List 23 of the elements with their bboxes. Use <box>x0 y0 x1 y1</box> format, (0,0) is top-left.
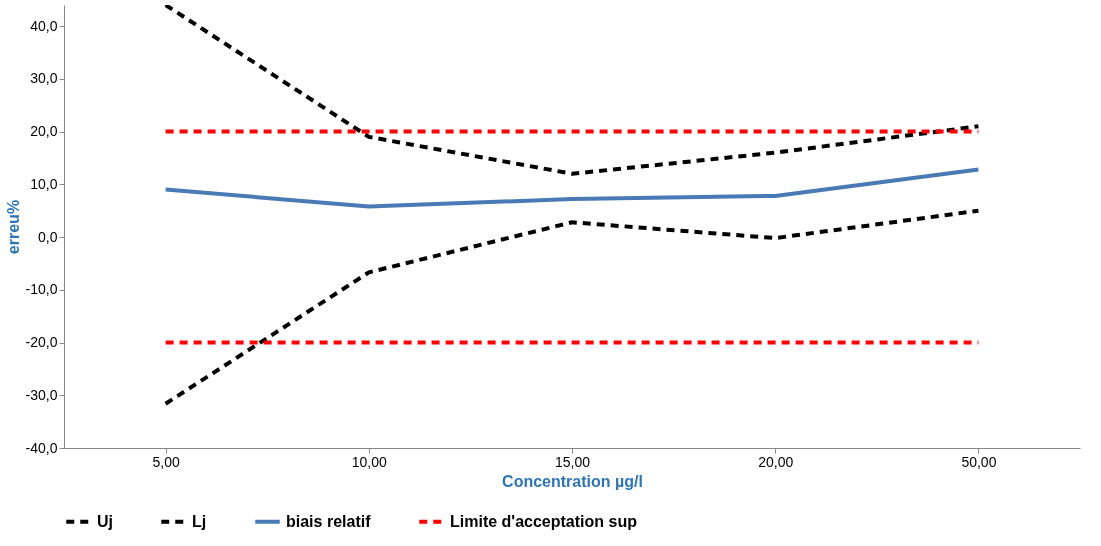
legend-label: Limite d'acceptation sup <box>450 512 638 530</box>
line-series <box>163 167 981 209</box>
x-axis-title: Concentration µg/l <box>502 472 643 490</box>
y-tick-label: 30,0 <box>30 70 58 87</box>
x-tick-label: 50,00 <box>961 453 997 470</box>
y-tick-label: 40,0 <box>30 17 58 34</box>
legend-label: Uj <box>97 512 113 530</box>
legend-label: Lj <box>192 512 207 530</box>
x-tick-label: 5,00 <box>152 453 180 470</box>
line-series <box>163 208 981 406</box>
y-tick-label: 20,0 <box>30 123 58 140</box>
x-tick-label: 15,00 <box>554 453 591 470</box>
y-tick-label: 10,0 <box>30 175 58 192</box>
x-tick-label: 10,00 <box>351 453 388 470</box>
y-tick-label: -20,0 <box>25 334 58 351</box>
y-axis-title: erreu% <box>4 199 22 255</box>
y-tick-label: -40,0 <box>25 439 58 456</box>
y-tick-label: -10,0 <box>25 281 58 298</box>
y-tick-label: -30,0 <box>25 386 58 403</box>
x-tick-label: 20,00 <box>758 453 794 470</box>
line-series <box>163 5 981 176</box>
legend-label: biais relatif <box>286 512 372 530</box>
y-tick-label: 0,0 <box>38 228 58 245</box>
